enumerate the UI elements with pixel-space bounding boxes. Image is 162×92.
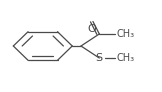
Text: O: O — [88, 24, 97, 34]
Text: S: S — [96, 53, 103, 63]
Text: CH₃: CH₃ — [116, 29, 134, 39]
Text: CH₃: CH₃ — [116, 53, 134, 63]
